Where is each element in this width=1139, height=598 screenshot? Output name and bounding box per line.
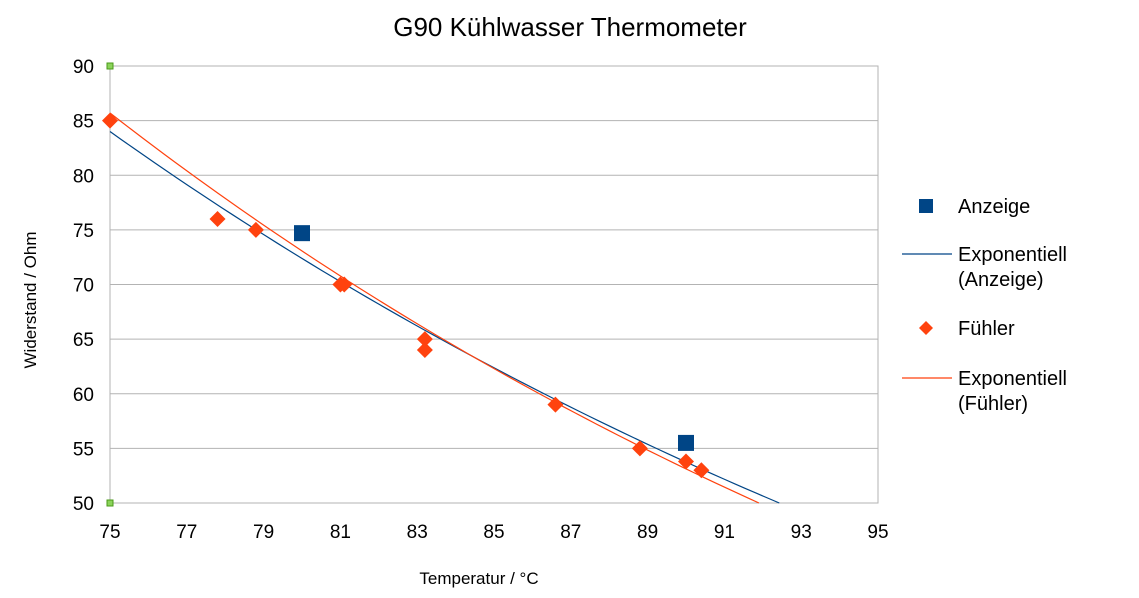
legend-label: Anzeige <box>958 196 1030 218</box>
y-axis-title: Widerstand / Ohm <box>21 232 40 369</box>
data-points <box>102 112 710 479</box>
data-point-fuehler <box>631 440 648 457</box>
legend-marker-anzeige <box>919 199 933 213</box>
data-point-fuehler <box>678 453 694 470</box>
trendline-anzeige <box>109 131 780 504</box>
grid-lines <box>110 65 878 504</box>
x-axis-title: Temperatur / °C <box>419 569 538 588</box>
y-tick-label: 50 <box>73 494 94 515</box>
y-tick-label: 65 <box>73 330 94 351</box>
selection-handles[interactable] <box>106 62 114 507</box>
y-tick-label: 85 <box>73 112 94 133</box>
legend: Anzeige Exponentiell (Anzeige) Fühler Expone… <box>902 196 1067 415</box>
y-tick-label: 80 <box>73 166 94 187</box>
x-tick-label: 87 <box>560 522 581 543</box>
y-tick-label: 70 <box>73 276 94 297</box>
x-tick-label: 93 <box>791 522 812 543</box>
x-tick-label: 77 <box>176 522 197 543</box>
x-tick-label: 95 <box>867 522 888 543</box>
data-point-fuehler <box>416 342 433 359</box>
x-tick-label: 81 <box>330 522 351 543</box>
data-point-anzeige <box>678 434 694 451</box>
y-tick-labels: 50 55 60 65 70 75 80 85 90 <box>73 57 94 515</box>
x-tick-label: 79 <box>253 522 274 543</box>
data-point-fuehler <box>102 112 118 129</box>
data-point-fuehler <box>693 462 710 479</box>
data-point-anzeige <box>294 225 310 242</box>
x-tick-label: 85 <box>483 522 504 543</box>
legend-label: Exponentiell (Anzeige) <box>958 244 1067 291</box>
axis-handle-top[interactable] <box>106 62 114 70</box>
axis-handle-bottom[interactable] <box>106 499 114 507</box>
data-point-fuehler <box>416 331 433 348</box>
x-tick-label: 83 <box>407 522 428 543</box>
trendline-fuehler <box>109 112 760 504</box>
x-tick-label: 75 <box>99 522 120 543</box>
y-tick-label: 60 <box>73 385 94 406</box>
plot-area <box>109 65 879 504</box>
y-tick-label: 55 <box>73 439 94 460</box>
x-tick-labels: 75 77 79 81 83 85 87 89 91 93 95 <box>99 522 888 543</box>
legend-marker-fuehler <box>919 321 933 335</box>
data-point-fuehler <box>209 210 226 227</box>
data-point-fuehler <box>547 396 564 413</box>
legend-label: Fühler <box>958 318 1015 340</box>
x-tick-label: 91 <box>714 522 735 543</box>
chart-title: G90 Kühlwasser Thermometer <box>393 12 747 42</box>
y-tick-label: 90 <box>73 57 94 78</box>
legend-label: Exponentiell (Fühler) <box>958 368 1067 415</box>
data-point-fuehler <box>247 221 264 238</box>
data-point-fuehler <box>336 276 353 293</box>
trendlines <box>109 112 780 504</box>
x-tick-label: 89 <box>637 522 658 543</box>
y-tick-label: 75 <box>73 221 94 242</box>
